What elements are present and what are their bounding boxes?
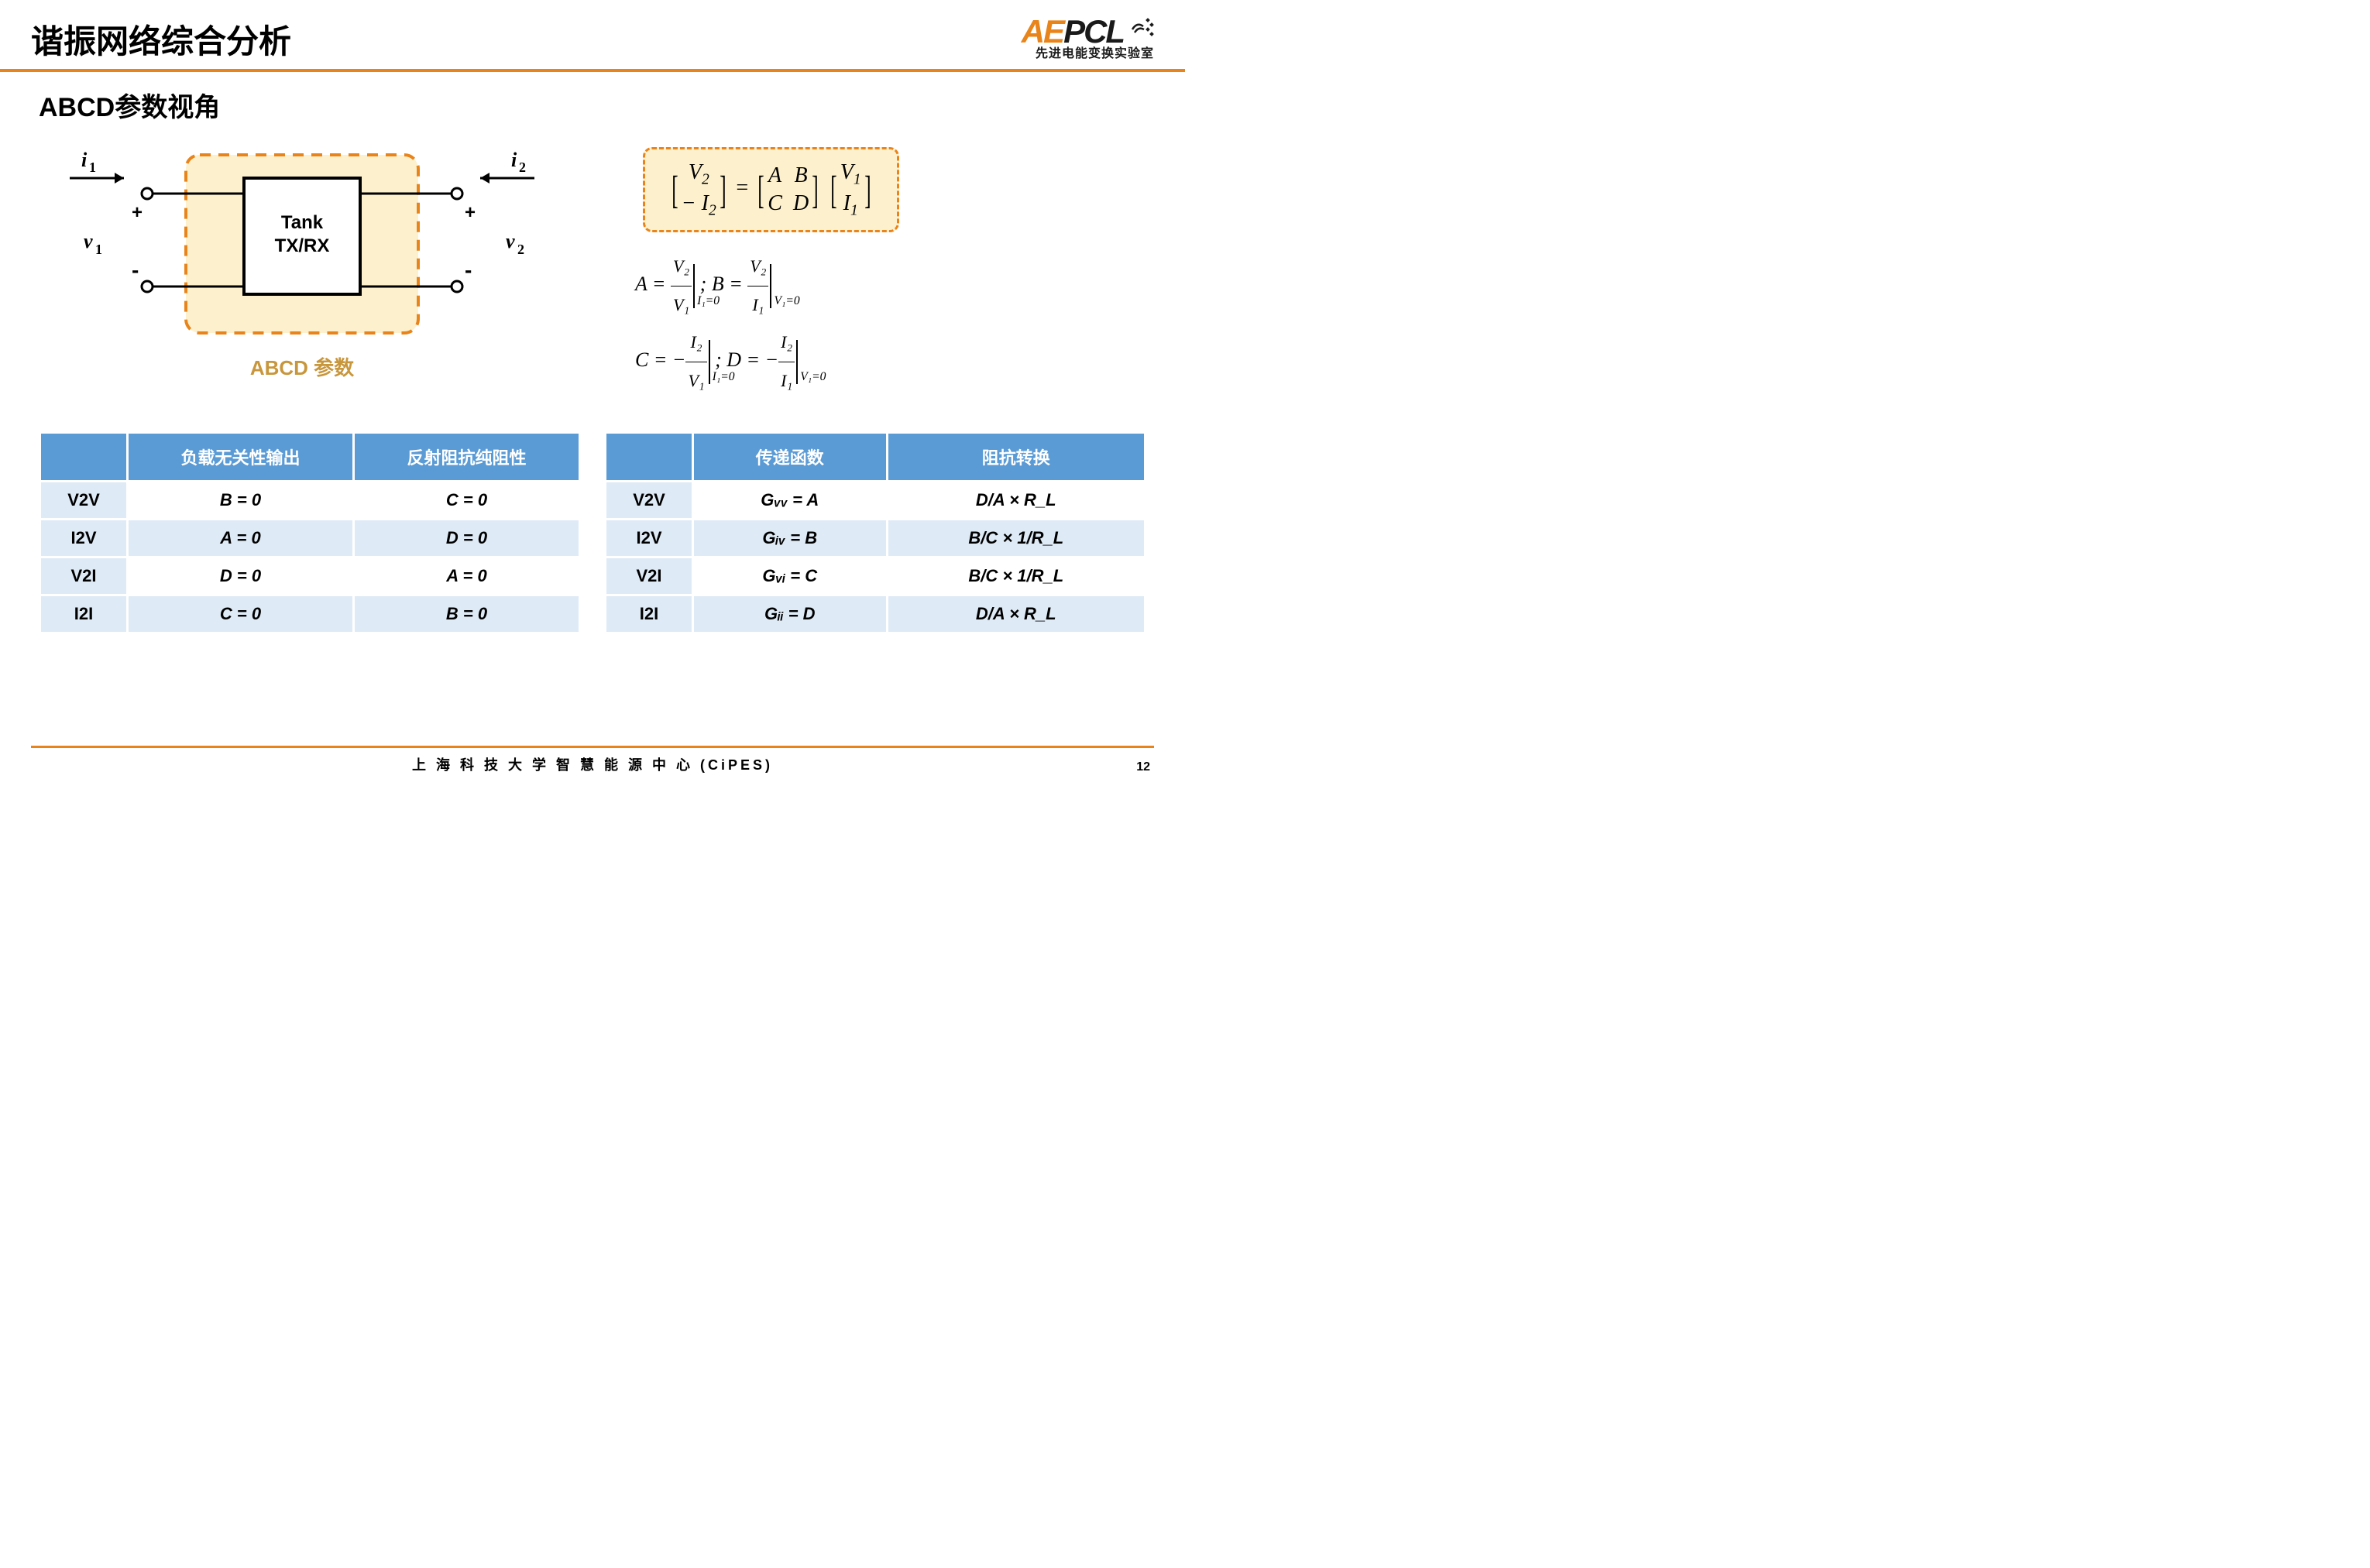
slide: 谐振网络综合分析 AEPCL 先进电能变换实验室 ABCD参数视角 [0, 0, 1185, 784]
matrix-equation-box: [V2− I2] = [AC BD] [V1I1] [643, 147, 899, 232]
header: 谐振网络综合分析 AEPCL 先进电能变换实验室 [31, 15, 1154, 63]
table-row: V2VB = 0C = 0 [41, 482, 579, 518]
page-title: 谐振网络综合分析 [31, 15, 291, 63]
table-row: I2VA = 0D = 0 [41, 520, 579, 556]
table-row: I2IC = 0B = 0 [41, 596, 579, 632]
tables: 负载无关性输出 反射阻抗纯阻性 V2VB = 0C = 0 I2VA = 0D … [31, 431, 1154, 634]
svg-text:-: - [132, 258, 139, 282]
tank-label1: Tank [281, 212, 324, 233]
table-header: 阻抗转换 [888, 434, 1144, 480]
svg-text:2: 2 [517, 242, 524, 257]
svg-text:+: + [132, 202, 143, 223]
bottom-divider [31, 746, 1154, 748]
table-row: V2ID = 0A = 0 [41, 558, 579, 594]
logo-pcl: PCL [1063, 13, 1123, 50]
table-header: 反射阻抗纯阻性 [355, 434, 579, 480]
tank-label2: TX/RX [275, 235, 330, 256]
svg-text:1: 1 [89, 160, 96, 175]
def-cd-line: C = −I₂V₁I₁=0 ; D = −I₂I₁V₁=0 [635, 324, 1139, 400]
logo-ae: AE [1022, 13, 1063, 50]
table-row: V2IGᵥᵢ = CB/C × 1/R_L [606, 558, 1144, 594]
table-row: I2IGᵢᵢ = DD/A × R_L [606, 596, 1144, 632]
matrix-equation: [V2− I2] = [AC BD] [V1I1] [668, 176, 874, 200]
table-header [606, 434, 692, 480]
table-header: 负载无关性输出 [129, 434, 352, 480]
table-row: I2VGᵢᵥ = BB/C × 1/R_L [606, 520, 1144, 556]
footer-text: 上 海 科 技 大 学 智 慧 能 源 中 心 (CiPES) [0, 754, 1185, 774]
table-left: 负载无关性输出 反射阻抗纯阻性 V2VB = 0C = 0 I2VA = 0D … [39, 431, 581, 634]
section-subtitle: ABCD参数视角 [31, 86, 1154, 124]
diagram-caption: ABCD 参数 [46, 352, 558, 381]
svg-text:v: v [84, 230, 93, 252]
logo-subtitle: 先进电能变换实验室 [1022, 48, 1154, 60]
svg-text:2: 2 [519, 160, 526, 175]
table-right: 传递函数 阻抗转换 V2VGᵥᵥ = AD/A × R_L I2VGᵢᵥ = B… [604, 431, 1146, 634]
footer: 上 海 科 技 大 学 智 慧 能 源 中 心 (CiPES) [0, 746, 1185, 774]
two-port-diagram: Tank TX/RX i 1 i 2 [46, 139, 558, 356]
top-divider [0, 69, 1185, 72]
svg-text:-: - [465, 258, 472, 282]
logo: AEPCL 先进电能变换实验室 [1022, 15, 1154, 60]
page-number: 12 [1136, 760, 1150, 774]
top-content: Tank TX/RX i 1 i 2 [31, 139, 1154, 400]
svg-text:i: i [81, 149, 88, 171]
diagram-area: Tank TX/RX i 1 i 2 [46, 139, 558, 400]
svg-text:i: i [511, 149, 517, 171]
svg-text:+: + [465, 202, 476, 223]
table-row: V2VGᵥᵥ = AD/A × R_L [606, 482, 1144, 518]
table-header: 传递函数 [694, 434, 886, 480]
parameter-definitions: A = V₂V₁I₁=0 ; B = V₂I₁V₁=0 C = −I₂V₁I₁=… [604, 248, 1139, 400]
table-header [41, 434, 126, 480]
svg-text:1: 1 [95, 242, 102, 257]
logo-signal-icon [1131, 15, 1154, 39]
def-ab-line: A = V₂V₁I₁=0 ; B = V₂I₁V₁=0 [635, 248, 1139, 324]
logo-main: AEPCL [1022, 15, 1154, 48]
equations: [V2− I2] = [AC BD] [V1I1] A = V₂V₁I₁=0 ;… [604, 139, 1139, 400]
svg-text:v: v [506, 230, 515, 252]
